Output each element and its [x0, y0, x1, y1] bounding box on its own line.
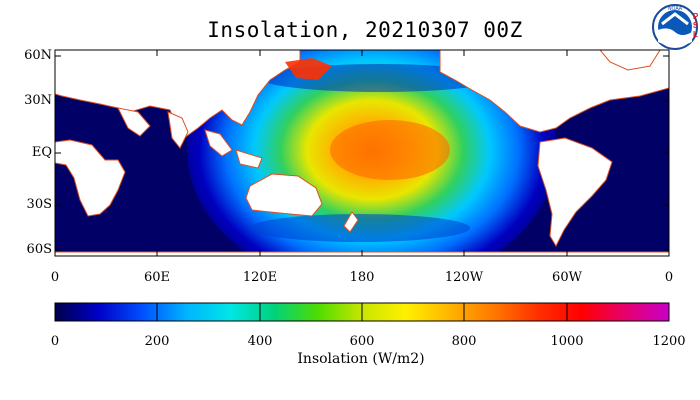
southeast-asia — [204, 129, 263, 169]
cloud-band-south — [250, 214, 470, 242]
psl-letter: P — [692, 12, 699, 21]
colorbar-title: Insolation (W/m2) — [297, 351, 425, 367]
lat-label-60n: 60N — [24, 48, 52, 63]
colorbar-tick-1200: 1200 — [652, 334, 686, 349]
lon-label-0-east: 0 — [664, 270, 674, 285]
lat-label-eq: EQ — [31, 145, 52, 160]
africa — [55, 139, 126, 217]
lon-label-120e: 120E — [242, 270, 278, 285]
siberia-red-patch — [285, 58, 332, 80]
colorbar-tick-0: 0 — [50, 334, 60, 349]
new-zealand — [343, 211, 359, 233]
map-area — [55, 50, 669, 256]
australia — [245, 173, 323, 217]
colorbar-tick-400: 400 — [247, 334, 273, 349]
lon-label-120w: 120W — [444, 270, 484, 285]
lat-label-60s: 60S — [26, 242, 52, 257]
lon-label-180: 180 — [349, 270, 375, 285]
north-america — [439, 50, 669, 133]
lat-label-30n: 30N — [24, 93, 52, 108]
noaa-logo-icon: NOAA — [652, 4, 698, 50]
svg-text:NOAA: NOAA — [668, 6, 683, 12]
colorbar-ticks — [156, 303, 568, 321]
colorbar-tick-800: 800 — [451, 334, 477, 349]
south-america — [537, 137, 613, 248]
land-masses — [55, 50, 669, 256]
lon-ticks — [54, 50, 670, 256]
noaa-logo: NOAA — [650, 2, 700, 52]
arabia-india — [117, 107, 189, 149]
colorbar-tick-200: 200 — [144, 334, 170, 349]
lon-label-60w: 60W — [552, 270, 582, 285]
europe-asia — [55, 50, 301, 139]
hot-spot — [330, 120, 450, 180]
lat-label-30s: 30S — [26, 197, 52, 212]
colorbar-tick-600: 600 — [349, 334, 375, 349]
lon-label-60e: 60E — [143, 270, 171, 285]
psl-letter: S — [692, 21, 699, 30]
lat-ticks — [55, 55, 669, 251]
psl-letter: L — [693, 30, 698, 39]
lon-label-0-west: 0 — [50, 270, 60, 285]
greenland — [599, 50, 661, 71]
colorbar-tick-1000: 1000 — [550, 334, 584, 349]
page-title: Insolation, 20210307 00Z — [207, 18, 523, 42]
